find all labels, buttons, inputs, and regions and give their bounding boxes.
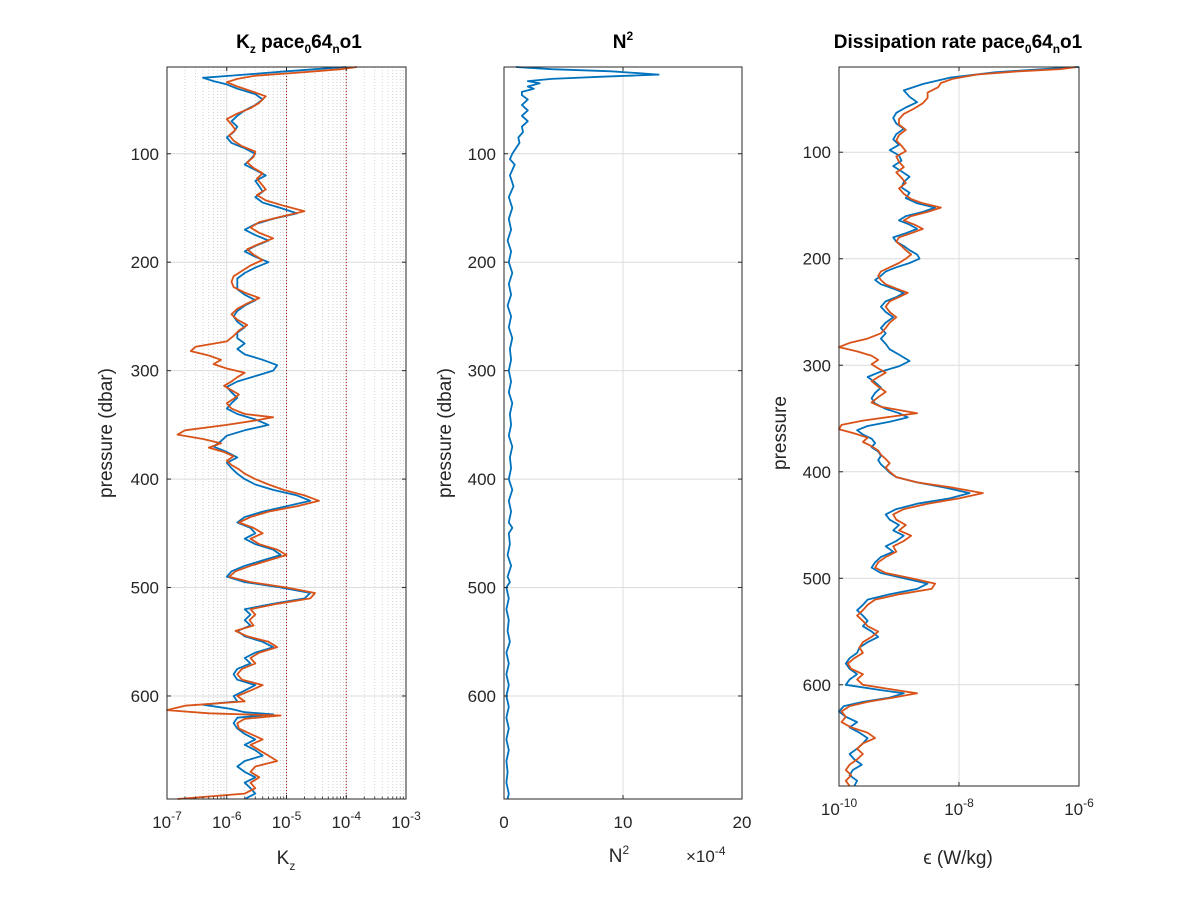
- panel-dissipation-grid: [839, 67, 1079, 786]
- y-tick-label: 300: [468, 362, 496, 381]
- x-tick-label: 10-6: [1064, 796, 1094, 819]
- series-line-2: [838, 66, 1077, 787]
- y-tick-label: 200: [468, 253, 496, 272]
- panel-n2-ylabel: pressure (dbar): [435, 368, 456, 498]
- x-tick-label: 10-3: [391, 809, 421, 832]
- series-line-1: [838, 66, 1080, 787]
- panel-kz-grid: [167, 67, 406, 799]
- panel-dissipation-series: [838, 66, 1080, 787]
- panel-dissipation-xlabel: ϵ (W/kg): [923, 848, 993, 869]
- panel-dissipation-ticks: 100 200 300 400 500 600 10-10 10-8 10-6: [803, 67, 1094, 819]
- y-tick-label: 500: [131, 579, 159, 598]
- x-tick-label: 0: [499, 813, 508, 832]
- y-tick-label: 500: [803, 569, 831, 588]
- x-tick-label: 10: [614, 813, 633, 832]
- x-tick-label: 20: [733, 813, 752, 832]
- y-tick-label: 300: [803, 356, 831, 375]
- panel-kz-ticks: 100 200 300 400 500 600 10-7 10-6 10-5 10-4 10-3: [131, 67, 421, 832]
- y-tick-label: 600: [131, 687, 159, 706]
- y-tick-label: 400: [468, 470, 496, 489]
- y-tick-label: 500: [468, 579, 496, 598]
- panel-n2-title: N2: [613, 29, 634, 53]
- x-tick-label: 10-5: [272, 809, 302, 832]
- panel-n2: 100 200 300 400 500 600 0 10 20 N2 N2 ×10-4 pres…: [435, 29, 751, 867]
- y-tick-label: 600: [468, 687, 496, 706]
- panel-kz: 100 200 300 400 500 600 10-7 10-6 10-5 10-4 10-3 K…: [96, 32, 421, 873]
- y-tick-label: 100: [468, 145, 496, 164]
- series-line-1: [505, 66, 660, 800]
- panel-n2-ticks: 100 200 300 400 500 600 0 10 20: [468, 67, 752, 832]
- y-tick-label: 200: [803, 250, 831, 269]
- panel-dissipation-ylabel: pressure: [770, 396, 791, 470]
- x-tick-label: 10-7: [152, 809, 182, 832]
- y-tick-label: 100: [803, 143, 831, 162]
- x-tick-label: 10-4: [331, 809, 361, 832]
- y-tick-label: 400: [131, 470, 159, 489]
- panel-dissipation-title: Dissipation rate pace064no1: [834, 32, 1083, 56]
- panel-kz-title: Kz pace064no1: [236, 32, 362, 56]
- panel-n2-series: [505, 66, 660, 800]
- panel-n2-x-multiplier: ×10-4: [686, 844, 726, 866]
- series-line-1: [202, 66, 347, 800]
- y-tick-label: 400: [803, 463, 831, 482]
- panel-kz-ylabel: pressure (dbar): [96, 368, 117, 498]
- series-line-2: [166, 66, 357, 800]
- panel-dissipation: 100 200 300 400 500 600 10-10 10-8 10-6 Dissipat…: [770, 32, 1094, 869]
- y-tick-label: 600: [803, 676, 831, 695]
- y-tick-label: 200: [131, 253, 159, 272]
- x-tick-label: 10-10: [821, 796, 858, 819]
- panel-kz-xlabel: Kz: [277, 848, 296, 873]
- y-tick-label: 100: [131, 145, 159, 164]
- panel-n2-grid: [504, 67, 742, 799]
- y-tick-label: 300: [131, 362, 159, 381]
- x-tick-label: 10-8: [944, 796, 974, 819]
- panel-kz-series: [166, 66, 357, 800]
- x-tick-label: 10-6: [212, 809, 242, 832]
- panel-n2-xlabel: N2: [609, 843, 630, 867]
